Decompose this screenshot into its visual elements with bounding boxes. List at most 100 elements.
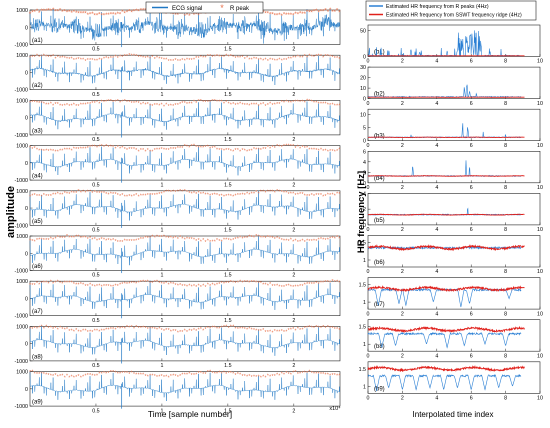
r-peak-marker: * <box>207 100 209 106</box>
r-peak-marker: * <box>223 148 225 154</box>
r-peak-marker: * <box>304 54 306 60</box>
r-peak-marker: * <box>235 237 237 243</box>
hr-ytick-label: 0 <box>363 223 366 229</box>
r-peak-marker: * <box>110 370 112 376</box>
r-peak-marker: * <box>133 9 136 16</box>
r-peak-marker: * <box>198 371 200 377</box>
r-peak-marker: * <box>287 12 290 19</box>
r-peak-marker: * <box>41 281 43 287</box>
r-peak-marker: * <box>59 374 61 380</box>
r-peak-marker: * <box>50 55 52 61</box>
r-peak-marker: * <box>66 281 68 287</box>
ecg-ytick-label: -1000 <box>14 178 28 184</box>
r-peak-marker: * <box>126 148 128 154</box>
r-peak-marker: * <box>216 238 218 244</box>
r-peak-marker: * <box>75 191 77 197</box>
r-peak-marker: * <box>288 192 290 198</box>
r-peak-marker: * <box>170 235 172 241</box>
r-peak-marker: * <box>91 373 93 379</box>
r-peak-marker: * <box>48 281 50 287</box>
r-peak-marker: * <box>262 236 264 242</box>
r-peak-marker: * <box>322 237 324 243</box>
r-peak-marker: * <box>181 189 183 195</box>
r-peak-marker: * <box>269 189 271 195</box>
r-peak-marker: * <box>246 374 248 380</box>
r-peak-marker: * <box>91 191 93 197</box>
ecg-ytick-label: 1000 <box>16 53 28 59</box>
hr-panel-frame <box>367 24 541 57</box>
r-peak-marker: * <box>181 146 183 152</box>
r-peak-marker: * <box>59 56 61 62</box>
r-peak-marker: * <box>244 374 246 380</box>
r-peak-marker: * <box>158 375 160 381</box>
r-peak-marker: * <box>82 190 84 196</box>
r-peak-marker: * <box>154 327 156 333</box>
r-peak-marker: * <box>297 99 299 105</box>
r-peak-marker: * <box>29 326 31 332</box>
hr-xtick-label: 4 <box>435 185 438 191</box>
r-peak-marker: * <box>63 8 66 15</box>
r-peak-marker: * <box>165 58 167 64</box>
r-peak-marker: * <box>68 104 70 110</box>
r-peak-marker: * <box>61 236 63 242</box>
r-peak-marker: * <box>322 101 324 107</box>
r-peak-marker: * <box>41 194 43 200</box>
r-peak-marker: * <box>110 191 112 197</box>
r-peak-marker: * <box>181 101 183 107</box>
r-peak-marker: * <box>304 101 306 107</box>
r-peak-marker: * <box>278 285 280 291</box>
r-peak-marker: * <box>87 102 89 108</box>
r-peak-marker: * <box>66 374 68 380</box>
r-peak-marker: * <box>38 101 40 107</box>
r-peak-marker: * <box>260 58 262 64</box>
r-peak-marker: * <box>288 284 290 290</box>
r-peak-marker: * <box>230 371 232 377</box>
r-peak-marker: * <box>251 375 253 381</box>
r-peak-marker: * <box>322 281 324 287</box>
hr-xtick-label: 4 <box>435 143 438 149</box>
ecg-xtick-label: 1.5 <box>224 92 231 98</box>
r-peak-marker: * <box>114 328 116 334</box>
r-peak-marker: * <box>172 59 174 65</box>
r-peak-marker: * <box>31 194 33 200</box>
hr-ytick-label: 1.5 <box>359 241 366 247</box>
r-peak-marker: * <box>276 329 278 335</box>
r-peak-marker: * <box>82 375 84 381</box>
r-peak-marker: * <box>195 145 197 151</box>
r-peak-marker: * <box>112 192 114 198</box>
r-peak-marker: * <box>241 236 243 242</box>
r-peak-marker: * <box>138 280 140 286</box>
r-peak-marker: * <box>295 285 297 291</box>
r-peak-marker: * <box>200 285 202 291</box>
r-peak-marker: * <box>267 103 269 109</box>
ecg-ytick-label: -1000 <box>14 43 28 49</box>
r-peak-marker: * <box>311 193 313 199</box>
r-peak-marker: * <box>181 237 183 243</box>
r-peak-marker: * <box>218 282 220 288</box>
r-peak-marker: * <box>232 281 234 287</box>
ecg-xtick-label: 0.5 <box>92 363 99 369</box>
r-peak-marker: * <box>297 193 299 199</box>
r-peak-marker: * <box>29 55 31 61</box>
r-peak-marker: * <box>315 148 317 154</box>
r-peak-marker: * <box>94 190 96 196</box>
r-peak-marker: * <box>214 193 216 199</box>
r-peak-marker: * <box>297 327 299 333</box>
r-peak-marker: * <box>124 282 126 288</box>
r-peak-marker: * <box>214 99 216 105</box>
r-peak-marker: * <box>52 237 54 243</box>
r-peak-marker: * <box>175 58 177 64</box>
r-peak-marker: * <box>255 57 257 63</box>
r-peak-marker: * <box>198 284 200 290</box>
r-peak-marker: * <box>299 371 301 377</box>
ecg-panel-label: (a3) <box>32 128 43 134</box>
r-peak-marker: * <box>191 101 193 107</box>
hr-panel-9: 1.5 10 2 4 6 8 10 (b9) <box>359 361 543 402</box>
r-peak-marker: * <box>112 100 114 106</box>
r-peak-marker: * <box>193 191 195 197</box>
r-peak-marker: * <box>119 282 121 288</box>
hr-ytick-label: 4 <box>363 160 366 166</box>
r-peak-marker: * <box>126 371 128 377</box>
